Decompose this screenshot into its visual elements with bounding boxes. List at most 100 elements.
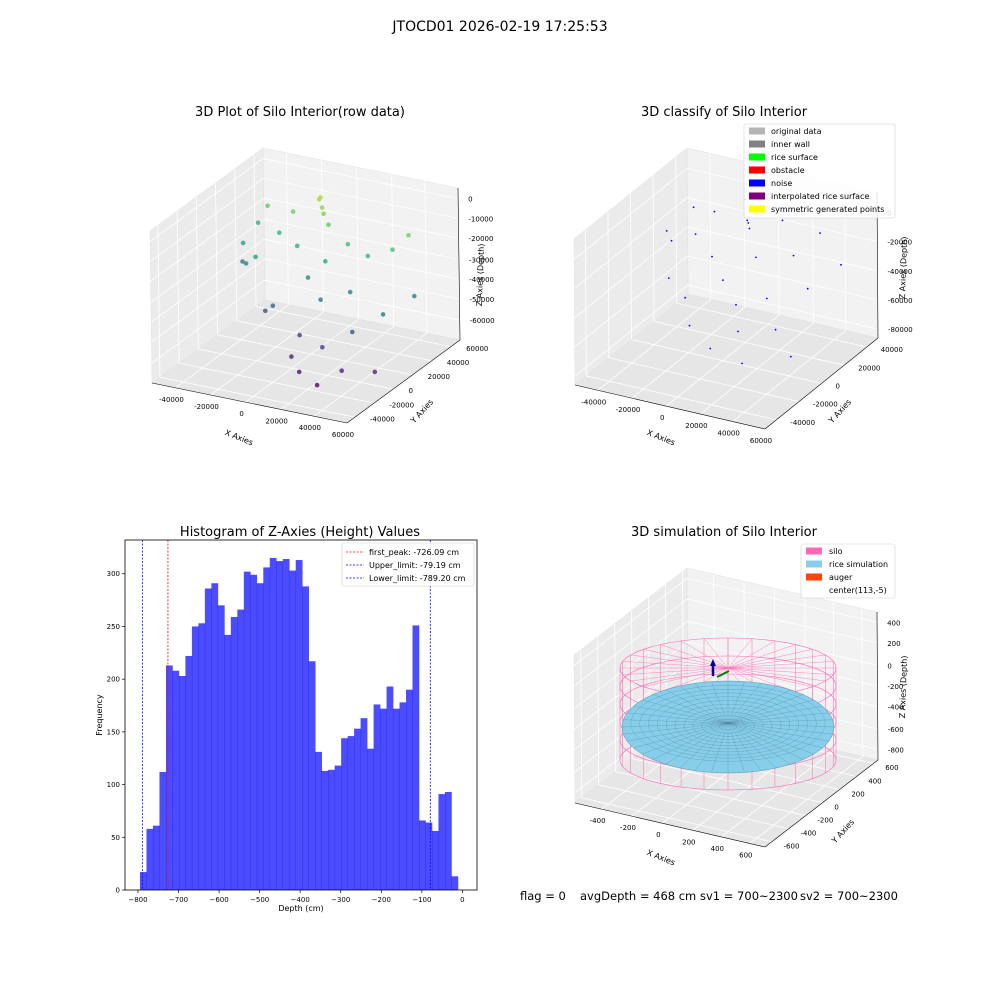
cls-noise-point [684, 296, 687, 299]
sim-x-tick: 0 [656, 831, 660, 839]
sim-x-label: X Axies [646, 848, 677, 867]
cls-noise-point [781, 219, 784, 222]
cls-legend-swatch [749, 140, 765, 148]
cls-y-tick: 20000 [858, 364, 880, 372]
histogram-title: Histogram of Z-Axies (Height) Values [180, 525, 420, 540]
raw-z-tick: -10000 [468, 215, 493, 223]
sim-rice-mesh-spoke [642, 722, 729, 755]
cls-points [665, 198, 842, 365]
cls-z-tick: -60000 [888, 297, 913, 305]
hist-bar [237, 609, 245, 890]
raw-grid-z [150, 197, 459, 282]
raw-grid-x [280, 174, 395, 410]
raw-grid-z [149, 158, 459, 242]
sim-y-tick: -200 [817, 816, 833, 824]
cls-legend-label: original data [771, 127, 822, 136]
sim-silo-lid-spoke [727, 644, 796, 669]
hist-y-tick: 150 [107, 728, 120, 736]
sim-rice-mesh-spoke [727, 722, 814, 755]
footer-sv2: sv2 = 700~2300 [800, 889, 898, 903]
sim-y-tick: 400 [868, 777, 881, 785]
raw-grid-x [313, 181, 428, 417]
raw-y-axis-line [346, 339, 461, 424]
raw-y-tick: 20000 [428, 373, 450, 381]
sim-rice-mesh-spoke [633, 722, 729, 749]
footer-status: flag = 0 avgDepth = 468 cm sv1 = 700~230… [520, 889, 898, 903]
hist-y-tick: 100 [107, 781, 120, 789]
sim-legend-swatch [806, 547, 822, 555]
cls-noise-point [711, 255, 713, 258]
hist-x-tick: −500 [250, 896, 269, 904]
cls-y-axis-line [764, 337, 879, 430]
cls-noise-point [766, 297, 768, 300]
sim-rice-mesh-spoke [727, 722, 745, 773]
hist-ticks: −800 −700 −600 −500 −400 −300 −200 −100 0 0 50 100 1… [107, 570, 465, 904]
sim-rice-mesh-spoke [727, 699, 814, 724]
hist-y-label: Frequency [95, 694, 104, 736]
cls-grid-x [597, 153, 712, 391]
sim-rice-mesh-spoke [727, 689, 791, 724]
sim-rice-mesh-spoke [727, 722, 823, 749]
classify-3d-panel: 3D classify of Silo Interior -40000 -2000… [573, 105, 913, 447]
sim-center-x-arrow [716, 670, 730, 678]
hist-x-tick: −400 [291, 896, 310, 904]
sim-silo-lid-spoke [703, 638, 729, 669]
raw-point [350, 329, 355, 335]
raw-point [240, 240, 246, 246]
hist-bar [328, 769, 335, 890]
hist-bar [211, 583, 219, 890]
raw-points [240, 195, 417, 388]
hist-bar [172, 670, 180, 890]
sim-rice-mesh-spoke [727, 683, 761, 724]
sim-rice-mesh-spoke [627, 722, 729, 742]
hist-bar [425, 822, 433, 890]
raw-point [277, 230, 282, 235]
raw-z-tick: -30000 [469, 256, 494, 264]
cls-legend-swatch [749, 166, 765, 174]
cls-noise-point [722, 279, 724, 281]
footer-flag: flag = 0 [520, 889, 566, 903]
cls-legend-label: noise [771, 179, 792, 188]
cls-y-tick: -20000 [813, 401, 838, 409]
sim-rice-mesh-spoke [665, 689, 729, 724]
raw-data-3d-panel: 3D Plot of Silo Interior(row data) -4000… [149, 105, 495, 447]
cls-z-label: Z Axies (Depth) [898, 236, 909, 299]
sim-grid-z [574, 641, 878, 730]
sim-y-tick: 200 [851, 790, 864, 798]
sim-z-tick: 200 [887, 640, 900, 648]
hist-bar [399, 702, 407, 890]
sim-z-tick: -600 [888, 726, 904, 734]
cls-legend-label: rice surface [771, 153, 818, 162]
cls-noise-point [665, 230, 668, 232]
cls-noise-point [670, 239, 673, 242]
raw-point [294, 243, 300, 249]
raw-z-tick: -60000 [470, 317, 495, 325]
hist-bar [386, 686, 394, 890]
sim-legend-label: center(113,-5) [829, 586, 887, 595]
sim-z-tick: 0 [887, 662, 891, 670]
hist-x-tick: −800 [128, 896, 147, 904]
hist-bar [347, 736, 355, 890]
raw-point [372, 369, 378, 375]
sim-legend-swatch [806, 573, 822, 581]
raw-data-title: 3D Plot of Silo Interior(row data) [195, 105, 405, 120]
cls-grid-x [700, 176, 814, 415]
hist-bar [289, 570, 297, 890]
cls-noise-point [735, 303, 737, 306]
cls-legend: original data inner wall rice surface obsta… [743, 123, 896, 219]
cls-z-tick: -80000 [888, 326, 913, 334]
sim-silo-lid-spoke [727, 638, 753, 669]
sim-y-axis-line [764, 759, 879, 848]
hist-bar [224, 634, 232, 890]
cls-y-tick: -40000 [790, 419, 815, 427]
hist-legend-frame [341, 542, 475, 587]
sim-y-label: Y Axies [829, 818, 856, 846]
raw-point [320, 344, 325, 350]
sim-silo-lid-spoke [681, 640, 729, 669]
sim-z-label: Z Axies (Depth) [898, 655, 909, 718]
cls-x-axis-line [574, 384, 766, 430]
sim-silo-lid-spoke [727, 667, 834, 675]
sim-rice-mesh-spoke [623, 719, 729, 724]
raw-y-tick: 60000 [466, 345, 488, 353]
hist-bar [406, 689, 413, 890]
